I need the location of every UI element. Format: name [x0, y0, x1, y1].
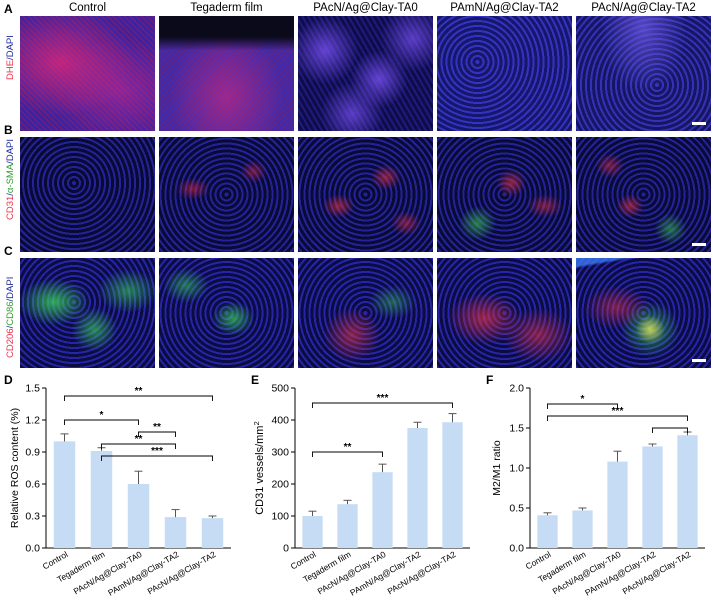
- micrograph-c1: [20, 258, 155, 368]
- m2m1-y-tick-label: 1.5: [509, 423, 524, 435]
- m2m1-y-tick-label: 2.0: [509, 383, 524, 395]
- cd31-y-tick-label: 500: [271, 383, 289, 395]
- m2m1-significance-bracket: [547, 403, 618, 409]
- panel-letter-c: C: [4, 244, 13, 258]
- ros-bar: [164, 517, 187, 548]
- ros-significance-label: **: [135, 434, 143, 445]
- column-header-tegaderm: Tegaderm film: [190, 2, 263, 14]
- scale-bar-c: [692, 359, 706, 362]
- cd31-significance-label: ***: [377, 393, 389, 404]
- m2m1-y-tick-label: 1.0: [509, 463, 524, 475]
- cd31-bar: [337, 504, 358, 548]
- m2m1-significance-label: *: [581, 394, 585, 405]
- m2m1-y-tick-label: 0.5: [509, 503, 524, 515]
- ros-bar: [127, 484, 150, 548]
- row-label-cd31: CD31/α-SMA/DAPI: [5, 138, 16, 220]
- ros-y-tick-label: 0.3: [25, 511, 40, 523]
- column-header-pamn-ta2: PAmN/Ag@Clay-TA2: [450, 2, 559, 14]
- cd31-y-tick-label: 100: [271, 511, 289, 523]
- micrograph-c3: [298, 258, 433, 368]
- ros-significance-label: *: [100, 410, 104, 421]
- ros-bar: [201, 518, 224, 548]
- column-header-pacn-ta0: PAcN/Ag@Clay-TA0: [313, 2, 418, 14]
- cd31-y-tick-label: 0: [283, 543, 289, 555]
- ros-bar: [53, 441, 76, 548]
- ros-y-tick-label: 1.2: [25, 415, 40, 427]
- micrograph-b2: [159, 137, 294, 252]
- ros-significance-bracket: [64, 419, 139, 425]
- chart-ros: 0.0 0.3 0.6 0.9 1.2 1.5 Relative ROS content (…: [9, 383, 231, 598]
- ros-y-tick-label: 0.0: [25, 543, 40, 555]
- micrograph-c4: [437, 258, 572, 368]
- ros-y-tick-label: 0.9: [25, 447, 40, 459]
- ros-significance-bracket: [64, 395, 213, 401]
- cd31-significance-bracket: [312, 402, 453, 408]
- panel-letter-b: B: [4, 123, 13, 137]
- cd31-y-label-sup: 2: [252, 421, 261, 425]
- m2m1-bar: [572, 510, 593, 548]
- micrograph-a3: [298, 16, 433, 131]
- chart-m2m1: 0.00.51.01.52.0M2/M1 ratioControlTegader…: [491, 383, 705, 598]
- micrograph-c2: [159, 258, 294, 368]
- ros-significance-bracket: [101, 455, 213, 461]
- ros-significance-label: ***: [151, 446, 163, 457]
- micrograph-c5: [576, 258, 711, 368]
- ros-significance-bracket: [101, 443, 176, 449]
- m2m1-significance-bracket: [547, 415, 688, 421]
- cd31-bar: [442, 422, 463, 548]
- ros-significance-label: **: [153, 422, 161, 433]
- ros-significance-label: **: [135, 386, 143, 397]
- micrograph-a1: [20, 16, 155, 131]
- column-header-pacn-ta2: PAcN/Ag@Clay-TA2: [591, 2, 696, 14]
- m2m1-y-tick-label: 0.0: [509, 543, 524, 555]
- micrograph-b4: [437, 137, 572, 252]
- micrograph-a4: [437, 16, 572, 131]
- ros-y-tick-label: 1.5: [25, 383, 40, 395]
- cd31-y-tick-label: 200: [271, 479, 289, 491]
- micrograph-a2: [159, 16, 294, 131]
- cd31-bar: [372, 472, 393, 548]
- m2m1-bar: [642, 446, 663, 548]
- cd31-y-tick-label: 300: [271, 447, 289, 459]
- cd31-bar: [407, 428, 428, 548]
- ros-bar: [90, 450, 113, 548]
- m2m1-significance-label: ***: [612, 406, 624, 417]
- cd31-bar: [302, 516, 323, 548]
- micrograph-a5: [576, 16, 711, 131]
- ros-y-tick-label: 0.6: [25, 479, 40, 491]
- row-label-dhe: DHE/DAPI: [5, 35, 16, 80]
- m2m1-bar: [607, 461, 628, 548]
- cd31-y-label: CD31 vessels/mm2: [252, 421, 267, 515]
- row-label-cd206: CD206/CD86/DAPI: [5, 276, 16, 358]
- micrograph-b5: [576, 137, 711, 252]
- ros-significance-bracket: [138, 431, 176, 437]
- cd31-significance-bracket: [312, 451, 383, 457]
- scale-bar-b: [692, 243, 706, 246]
- cd31-significance-label: **: [344, 442, 352, 453]
- ros-y-label: Relative ROS content (%): [9, 408, 21, 528]
- m2m1-bar: [537, 515, 558, 548]
- panel-letter-e: E: [251, 373, 260, 387]
- panel-letter-d: D: [4, 373, 13, 387]
- scale-bar-a: [692, 122, 706, 125]
- panel-letter-a: A: [4, 2, 13, 16]
- micrograph-b3: [298, 137, 433, 252]
- m2m1-y-label: M2/M1 ratio: [491, 440, 503, 496]
- panel-letter-f: F: [486, 373, 494, 387]
- ros-x-tick-label: PAcN/Ag@Clay-TA2: [146, 549, 218, 596]
- m2m1-significance-bracket: [652, 427, 688, 433]
- m2m1-bar: [677, 435, 698, 548]
- cd31-y-tick-label: 400: [271, 415, 289, 427]
- ros-x-tick-label: Control: [41, 549, 70, 571]
- column-header-control: Control: [68, 2, 107, 14]
- micrograph-b1: [20, 137, 155, 252]
